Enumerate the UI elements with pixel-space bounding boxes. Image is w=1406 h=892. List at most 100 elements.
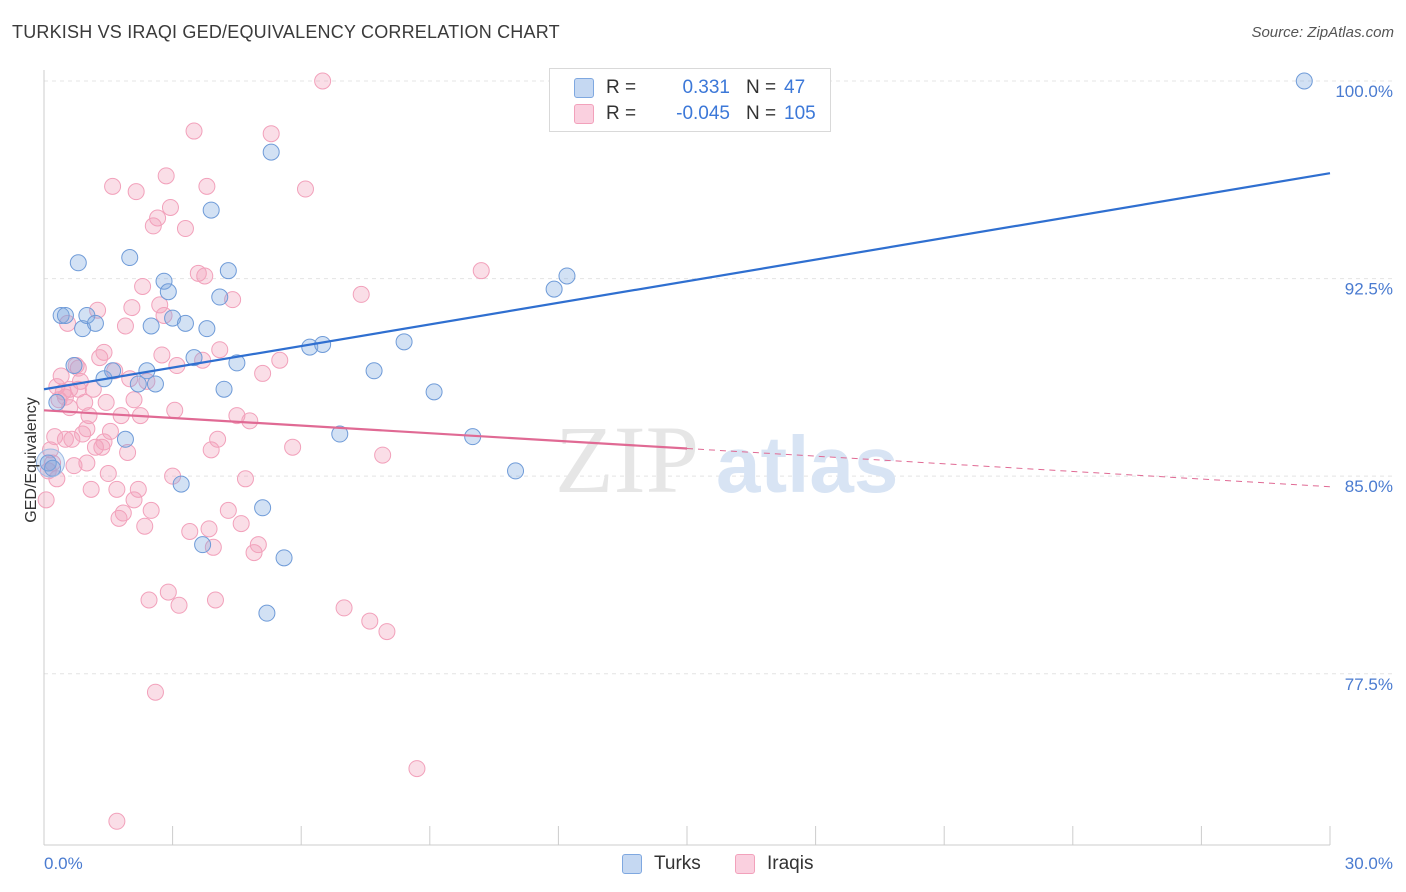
point-iraqis	[149, 209, 167, 227]
bottom-legend-turks: Turks	[622, 853, 701, 875]
series-iraqis	[37, 72, 490, 830]
point-iraqis	[78, 420, 96, 438]
point-iraqis	[219, 501, 237, 519]
point-iraqis	[224, 291, 242, 309]
point-turks	[129, 375, 147, 393]
point-iraqis	[65, 457, 83, 475]
legend-n-value: 105	[784, 103, 816, 124]
point-turks	[146, 375, 164, 393]
point-iraqis	[378, 623, 396, 641]
point-iraqis	[153, 346, 171, 364]
point-turks	[86, 314, 104, 332]
point-turks	[202, 201, 220, 219]
bottom-legend-iraqis: Iraqis	[735, 853, 813, 875]
point-turks	[262, 143, 280, 161]
point-turks	[258, 604, 276, 622]
point-iraqis	[335, 599, 353, 617]
bottom-swatch-turks	[622, 854, 642, 874]
point-turks	[228, 354, 246, 372]
bottom-label-iraqis: Iraqis	[767, 853, 814, 874]
point-iraqis	[95, 343, 113, 361]
point-iraqis	[99, 465, 117, 483]
point-iraqis	[236, 470, 254, 488]
y-tick-label: 77.5%	[1345, 675, 1393, 694]
y-axis-label: GED/Equivalency	[23, 397, 40, 522]
point-turks	[69, 254, 87, 272]
point-turks	[365, 362, 383, 380]
point-iraqis	[209, 430, 227, 448]
point-iraqis	[361, 612, 379, 630]
legend-row-iraqis: R = -0.045 N = 105	[574, 101, 816, 127]
point-turks	[159, 283, 177, 301]
point-iraqis	[204, 538, 222, 556]
point-iraqis	[198, 177, 216, 195]
point-iraqis	[142, 501, 160, 519]
point-iraqis	[37, 491, 55, 509]
point-turks	[331, 425, 349, 443]
point-iraqis	[262, 125, 280, 143]
point-turks	[65, 357, 83, 375]
point-iraqis	[202, 441, 220, 459]
point-iraqis	[200, 520, 218, 538]
point-iraqis	[95, 433, 113, 451]
point-iraqis	[127, 183, 145, 201]
point-iraqis	[408, 760, 426, 778]
point-iraqis	[185, 122, 203, 140]
legend-r-label: R =	[606, 103, 637, 124]
point-iraqis	[89, 301, 107, 319]
point-iraqis	[80, 407, 98, 425]
bottom-swatch-iraqis	[735, 854, 755, 874]
point-turks	[176, 314, 194, 332]
point-iraqis	[78, 454, 96, 472]
point-iraqis	[136, 517, 154, 535]
point-iraqis	[108, 480, 126, 498]
point-iraqis	[56, 430, 74, 448]
point-iraqis	[159, 583, 177, 601]
y-tick-label: 85.0%	[1345, 477, 1393, 496]
axes	[43, 70, 1331, 846]
legend-row-turks: R = 0.331 N = 47	[574, 75, 805, 101]
y-tick-labels: 77.5% 85.0% 92.5% 100.0%	[1335, 82, 1393, 694]
point-turks	[219, 262, 237, 280]
point-iraqis	[157, 167, 175, 185]
point-iraqis	[232, 515, 250, 533]
point-iraqis	[114, 504, 132, 522]
legend-r-value: -0.045	[676, 103, 730, 124]
point-turks	[507, 462, 525, 480]
point-turks	[121, 249, 139, 267]
point-turks	[116, 430, 134, 448]
point-iraqis	[125, 491, 143, 509]
point-iraqis	[86, 438, 104, 456]
point-iraqis	[76, 393, 94, 411]
point-turks	[558, 267, 576, 285]
point-turks	[185, 349, 203, 367]
chart-title: TURKISH VS IRAQI GED/EQUIVALENCY CORRELA…	[12, 22, 560, 42]
point-turks	[52, 306, 70, 324]
point-turks	[254, 499, 272, 517]
point-turks	[56, 306, 74, 324]
point-iraqis	[245, 544, 263, 562]
point-turks	[164, 309, 182, 327]
point-iraqis	[119, 443, 137, 461]
y-tick-label: 100.0%	[1335, 82, 1393, 101]
point-iraqis	[82, 480, 100, 498]
point-turks	[172, 475, 190, 493]
series-turks	[35, 72, 1313, 622]
point-turks	[1295, 72, 1313, 90]
x-tick-label: 0.0%	[44, 854, 83, 873]
point-turks	[395, 333, 413, 351]
grid-lines	[44, 80, 1392, 675]
point-iraqis	[46, 428, 64, 446]
point-turks	[142, 317, 160, 335]
point-turks	[48, 393, 66, 411]
trend-line-turks	[43, 172, 1331, 391]
point-iraqis	[271, 351, 289, 369]
legend-r-value: 0.331	[682, 77, 730, 98]
point-iraqis	[211, 341, 229, 359]
legend-r-label: R =	[606, 77, 637, 98]
point-iraqis	[472, 262, 490, 280]
point-iraqis	[374, 446, 392, 464]
point-turks	[74, 320, 92, 338]
point-iraqis	[228, 407, 246, 425]
